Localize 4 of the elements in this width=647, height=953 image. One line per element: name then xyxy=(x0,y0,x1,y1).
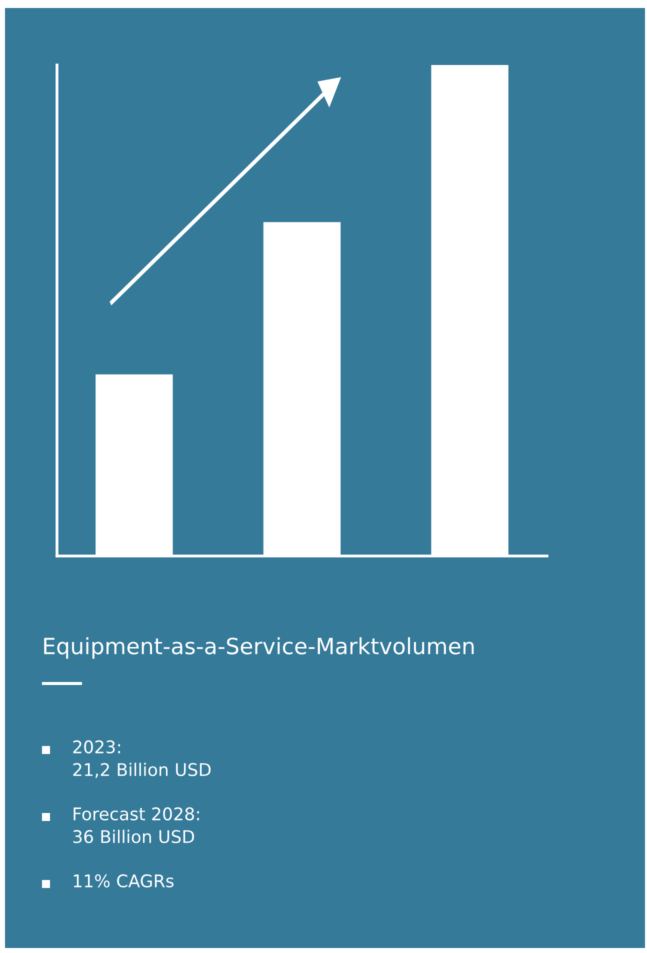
text: 11% CAGRs xyxy=(74,874,174,888)
text: Equipment-as-a-Service-Marktvolumen xyxy=(44,637,474,659)
text: Forecast 2028: 36 Billion USD xyxy=(73,807,199,844)
text: 2023: 21,2 Billion USD xyxy=(73,740,211,778)
